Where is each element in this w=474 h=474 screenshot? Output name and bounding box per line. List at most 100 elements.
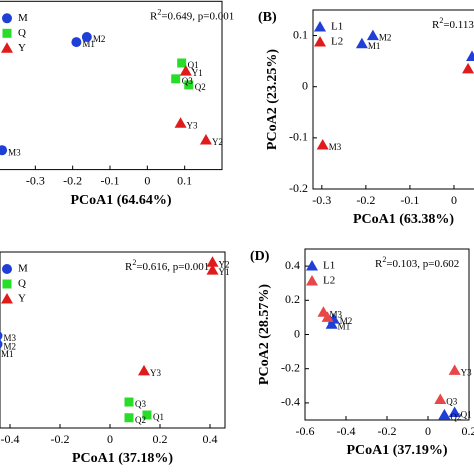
legend-label: Q xyxy=(18,27,26,39)
y-tick-label: -0.2 xyxy=(289,181,308,195)
x-tick-label: -0.3 xyxy=(26,173,45,187)
point xyxy=(124,413,134,423)
legend-symbol xyxy=(2,264,12,274)
point-label: M1 xyxy=(368,41,381,51)
y-axis-label: PCoA2 (23.25%) xyxy=(265,49,280,150)
point xyxy=(177,58,187,68)
point-label: Y3 xyxy=(461,367,472,377)
y-tick-label: 0 xyxy=(302,78,308,92)
point-label: Y2 xyxy=(212,137,223,147)
point-label: M2 xyxy=(379,33,392,43)
point-label: Q3 xyxy=(446,397,457,407)
point xyxy=(462,62,474,74)
x-axis-label: PCoA1 (37.18%) xyxy=(72,451,173,466)
point-label: M3 xyxy=(329,309,342,319)
point-label: M3 xyxy=(4,333,17,343)
plot-frame xyxy=(0,251,226,429)
point xyxy=(179,65,192,76)
legend-symbol xyxy=(314,36,326,47)
point-label: Y1 xyxy=(219,267,230,277)
point xyxy=(448,406,461,417)
point-label: M2 xyxy=(340,316,353,326)
point-label: Q2 xyxy=(450,412,461,422)
point-label: Q1 xyxy=(153,412,164,422)
legend-symbol xyxy=(2,13,12,24)
x-tick-label: -0.1 xyxy=(400,193,419,207)
x-axis-label: PCoA1 (37.19%) xyxy=(346,443,447,458)
x-tick-label: -0.4 xyxy=(1,432,20,446)
legend-label: M xyxy=(18,12,28,24)
x-tick-label: 0 xyxy=(425,424,431,438)
point xyxy=(184,80,194,90)
annotation-part: R xyxy=(375,258,383,270)
panel-label: (D) xyxy=(250,249,270,264)
legend-label: M xyxy=(18,263,28,275)
x-tick-label: -0.2 xyxy=(51,432,70,446)
x-axis-label: PCoA1 (64.64%) xyxy=(70,193,171,208)
point-label: Q1 xyxy=(461,410,472,420)
y-tick-label: 0 xyxy=(294,326,300,340)
point xyxy=(0,145,8,156)
annotation-part: =0.113 xyxy=(443,19,474,31)
point xyxy=(466,50,474,62)
x-tick-label: -0.6 xyxy=(296,424,315,438)
point xyxy=(0,339,3,349)
point xyxy=(321,311,334,322)
x-tick-label: -0.3 xyxy=(312,193,331,207)
x-tick-label: 0.4 xyxy=(203,432,218,446)
panel-label: (B) xyxy=(258,10,277,25)
point-label: Y2 xyxy=(219,259,230,269)
annotation-part: R xyxy=(150,10,158,22)
point xyxy=(171,74,181,84)
point xyxy=(81,32,92,42)
point xyxy=(71,37,82,48)
legend-label: Y xyxy=(18,42,26,54)
legend-symbol xyxy=(306,275,318,286)
x-tick-label: 0.2 xyxy=(153,432,168,446)
point xyxy=(316,139,329,150)
annotation-part: =0.103, p=0.602 xyxy=(386,258,459,270)
point-label: Q2 xyxy=(135,415,146,425)
legend-symbol xyxy=(2,28,12,38)
y-axis-label: PCoA2 (28.57%) xyxy=(257,284,272,385)
point-label: M2 xyxy=(4,341,17,351)
y-tick-label: -0.2 xyxy=(281,360,300,374)
y-tick-label: 0.1 xyxy=(293,27,308,41)
annotation: R2=0.616, p=0.001 xyxy=(125,258,209,273)
point xyxy=(0,331,3,341)
plot-frame xyxy=(312,9,474,190)
point-label: M2 xyxy=(93,34,106,44)
legend-symbol xyxy=(306,260,318,271)
point xyxy=(124,397,134,407)
x-tick-label: 0 xyxy=(107,432,113,446)
legend-label: Q xyxy=(18,278,26,290)
annotation-part: =0.616, p=0.001 xyxy=(136,261,209,273)
annotation-sup: 2 xyxy=(157,7,161,16)
legend-symbol xyxy=(1,293,13,304)
point xyxy=(142,410,152,420)
point-label: Q2 xyxy=(195,82,206,92)
annotation-sup: 2 xyxy=(382,255,386,264)
point xyxy=(366,29,379,41)
annotation-part: R xyxy=(432,19,440,31)
point-label: M3 xyxy=(8,147,21,157)
x-tick-label: -0.1 xyxy=(101,173,120,187)
annotation-sup: 2 xyxy=(439,16,443,25)
y-tick-label: -0.1 xyxy=(289,130,308,144)
point-label: Y3 xyxy=(187,120,198,130)
legend-label: Y xyxy=(18,293,26,305)
point xyxy=(438,408,451,420)
point-label: M1 xyxy=(338,321,351,331)
annotation: R2=0.113 xyxy=(432,16,474,31)
annotation-part: R xyxy=(125,261,133,273)
legend-symbol xyxy=(1,42,13,53)
point xyxy=(199,134,212,145)
x-axis-label: PCoA1 (63.38%) xyxy=(353,212,454,227)
legend-label: L1 xyxy=(323,260,335,272)
x-tick-label: 0 xyxy=(451,193,457,207)
x-tick-label: -0.4 xyxy=(337,424,356,438)
y-tick-label: 0.2 xyxy=(285,292,300,306)
point-label: M3 xyxy=(329,142,342,152)
x-tick-label: -0.2 xyxy=(378,424,397,438)
legend-symbol xyxy=(314,21,326,32)
